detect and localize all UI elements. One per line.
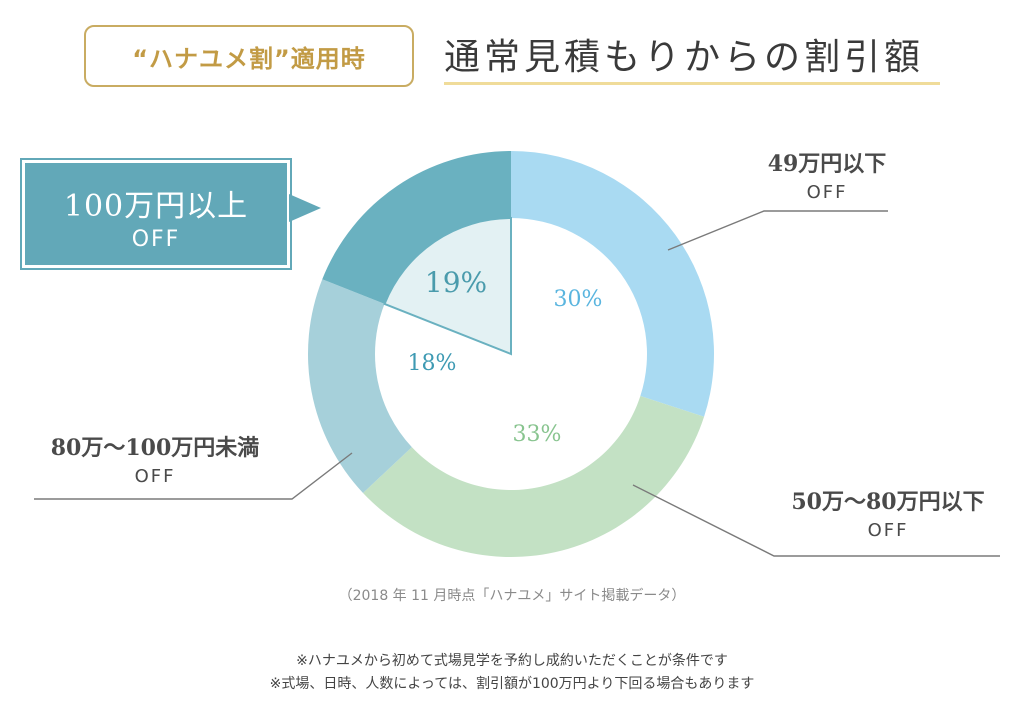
callout-100man-plus: 100万円以上 OFF [22,160,290,268]
footnote-2: ※式場、日時、人数によっては、割引額が100万円より下回る場合もあります [269,676,755,692]
label-80-100man-amount: 80万〜100万円未満 [50,435,260,461]
page-title: 通常見積もりからの割引額 [444,37,925,78]
label-50-80man: 50万〜80万円以下 OFF [770,484,1006,541]
discount-badge: “ハナユメ割”適用時 [84,25,414,87]
label-49man-amount: 49万円以下 [767,151,887,177]
slice-highlight-wedge [383,216,512,356]
percent-labels: 30% 33% 18% 19% [408,266,603,447]
footnote-1: ※ハナユメから初めて式場見学を予約し成約いただくことが条件です [296,653,728,669]
pct-label-100man-plus: 19% [425,266,487,299]
label-50-80man-off: OFF [867,520,909,541]
leader-line-49man [667,210,888,251]
chart-slices [308,151,714,558]
callout-amount: 100万円以上 [63,189,249,224]
leader-line-80-100man [34,452,353,500]
label-50-80man-amount: 50万〜80万円以下 [791,489,985,515]
source-note: （2018 年 11 月時点「ハナユメ」サイト掲載データ） [338,588,686,604]
label-49man: 49万円以下 OFF [762,146,892,203]
label-80-100man: 80万〜100万円未満 OFF [24,430,286,487]
slice-100man-plus [322,151,511,304]
callout-pointer [289,194,321,222]
leader-line-50-80man [632,484,1000,557]
slice-80-100man [308,279,412,493]
label-49man-off: OFF [806,182,848,203]
pct-label-50-80man: 33% [513,422,562,447]
callout-off: OFF [131,227,181,252]
badge-text: “ハナユメ割”適用時 [132,44,366,73]
slice-50-80man [363,396,705,558]
title-underline [444,82,940,85]
leader-lines [34,210,1000,557]
slice-49man [511,151,714,417]
label-80-100man-off: OFF [134,466,176,487]
pct-label-80-100man: 18% [408,351,457,376]
pct-label-49man: 30% [554,287,603,312]
